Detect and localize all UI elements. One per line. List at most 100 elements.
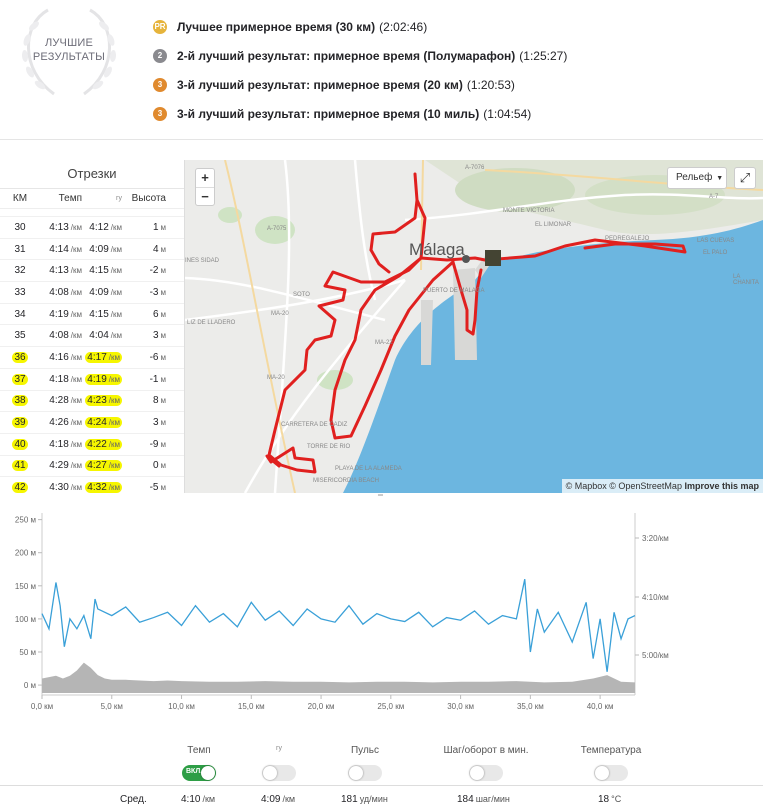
- pace-tick-label: 3:20/км: [642, 534, 669, 543]
- split-km: 38: [12, 395, 28, 407]
- splits-title: Отрезки: [0, 160, 184, 189]
- split-row[interactable]: 39 4:26/км 4:24/км 3 м: [0, 412, 184, 434]
- pace-line: [41, 579, 636, 672]
- y-tick-label: 100 м: [15, 615, 36, 624]
- avg-cadence-unit: шаг/мин: [475, 794, 510, 804]
- col-header-elevation: Высота: [131, 193, 166, 204]
- toggle-switch[interactable]: [594, 765, 628, 781]
- split-row[interactable]: 40 4:18/км 4:22/км -9 м: [0, 434, 184, 456]
- map-zoom-control: + −: [195, 168, 215, 206]
- elevation-pace-chart[interactable]: 250 м 200 м 150 м 100 м 50 м 0 м 3:20/км 4:10/к…: [0, 505, 763, 720]
- avg-pace-value: 4:10: [181, 794, 201, 805]
- map-layer-dropdown[interactable]: Рельеф ▼: [667, 167, 727, 189]
- split-gap: 4:32/км: [85, 482, 122, 493]
- toggle-cadence[interactable]: Шаг/оборот в мин.: [436, 745, 536, 781]
- splits-table-body[interactable]: 30 4:13/км 4:12/км 1 м 31 4:14/км 4:09/км 4 м 32 4:…: [0, 209, 184, 493]
- split-row[interactable]: 35 4:08/км 4:04/км 3 м: [0, 325, 184, 348]
- avg-hr-unit: уд/мин: [359, 794, 388, 804]
- split-row[interactable]: 42 4:30/км 4:32/км -5 м: [0, 477, 184, 493]
- map-layer-label: Рельеф: [676, 172, 713, 183]
- split-km: 39: [12, 417, 28, 429]
- y-tick-label: 150 м: [15, 582, 36, 591]
- best-efforts-list: PR Лучшее примерное время (30 км) (2:02:…: [153, 12, 567, 128]
- best-effort-item: 3 3-й лучший результат: примерное время …: [153, 70, 567, 99]
- toggle-temperature[interactable]: Температура: [576, 745, 646, 781]
- resize-handle-icon[interactable]: ═: [378, 492, 383, 499]
- split-pace: 4:18/км: [49, 373, 82, 385]
- split-pace: 4:13/км: [49, 265, 82, 277]
- split-km: 35: [14, 330, 26, 342]
- split-pace: 4:18/км: [49, 438, 82, 450]
- map-label: EL PALO: [703, 250, 728, 256]
- avg-cadence: 184 шаг/мин: [457, 794, 510, 805]
- split-km: 40: [12, 438, 28, 450]
- toggle-heart-rate[interactable]: Пульс: [340, 745, 390, 781]
- split-row[interactable]: 41 4:29/км 4:27/км 0 м: [0, 456, 184, 478]
- split-row[interactable]: 31 4:14/км 4:09/км 4 м: [0, 239, 184, 261]
- split-gap: 4:27/км: [85, 460, 122, 472]
- split-pace: 4:26/км: [49, 417, 82, 429]
- zoom-out-button[interactable]: −: [196, 187, 214, 205]
- toggle-label: Пульс: [350, 745, 379, 756]
- map-label: TORRE DE RIO: [307, 444, 351, 450]
- x-tick-label: 30,0 км: [447, 702, 474, 711]
- route-map[interactable]: Málaga A-7076 A-7075 MA-20 MA-22 MA-20 A…: [185, 160, 763, 493]
- badge-line-1: ЛУЧШИЕ: [44, 37, 94, 49]
- split-pace: 4:29/км: [49, 460, 82, 472]
- toggle-switch[interactable]: [262, 765, 296, 781]
- avg-gap: 4:09/км: [261, 794, 295, 805]
- attribution-text: © Mapbox © OpenStreetMap: [565, 481, 682, 491]
- split-row[interactable]: 38 4:28/км 4:23/км 8 м: [0, 391, 184, 413]
- route-line: [265, 172, 687, 474]
- toggle-knob: [263, 766, 277, 780]
- avg-temp-value: 18: [598, 794, 610, 805]
- gold-medal-icon: PR: [153, 19, 167, 34]
- bronze-medal-icon: 3: [153, 77, 167, 92]
- col-header-pace: Темп: [58, 193, 82, 204]
- toggle-pace[interactable]: Темп ВКЛ.: [178, 745, 220, 781]
- split-km: 42: [12, 482, 28, 493]
- x-tick-label: 35,0 км: [517, 702, 544, 711]
- best-effort-name: 2-й лучший результат: примерное время (П…: [177, 48, 516, 63]
- split-row[interactable]: 30 4:13/км 4:12/км 1 м: [0, 217, 184, 239]
- toggle-gap[interactable]: гу: [258, 745, 300, 781]
- x-tick-label: 25,0 км: [377, 702, 404, 711]
- best-effort-time: (1:04:54): [483, 106, 532, 121]
- fullscreen-icon[interactable]: ⤢: [734, 167, 756, 189]
- toggle-label: Температура: [580, 745, 642, 756]
- split-km: 34: [14, 308, 26, 320]
- map-label: A-7: [709, 194, 719, 200]
- split-row[interactable]: 34 4:19/км 4:15/км 6 м: [0, 304, 184, 326]
- split-row[interactable]: 36 4:16/км 4:17/км -6 м: [0, 347, 184, 369]
- map-label: CARRETERA DE CADIZ: [281, 422, 348, 428]
- toggle-knob: [470, 766, 484, 780]
- toggle-switch[interactable]: [348, 765, 382, 781]
- best-effort-time: (2:02:46): [379, 19, 428, 34]
- map-label: MA-20: [267, 375, 285, 381]
- zoom-in-button[interactable]: +: [201, 170, 209, 185]
- map-label: MA-22: [375, 340, 393, 346]
- toggle-switch[interactable]: [469, 765, 503, 781]
- pace-tick-label: 5:00/км: [642, 651, 669, 660]
- split-elevation: -1 м: [149, 373, 166, 385]
- improve-map-link[interactable]: Improve this map: [684, 481, 759, 491]
- x-tick-label: 15,0 км: [238, 702, 265, 711]
- toggle-switch[interactable]: ВКЛ.: [182, 765, 216, 781]
- split-row[interactable]: 37 4:18/км 4:19/км -1 м: [0, 369, 184, 391]
- splits-panel: Отрезки КМ Темп гу Высота 30 4:13/км 4:12/…: [0, 160, 185, 493]
- toggle-label: Шаг/оборот в мин.: [443, 745, 529, 756]
- split-elevation: -5 м: [149, 482, 166, 493]
- col-header-gap: гу: [115, 195, 122, 202]
- split-row[interactable]: 33 4:08/км 4:09/км -3 м: [0, 282, 184, 304]
- map-label: LA CHANITA: [733, 274, 759, 286]
- split-row[interactable]: 32 4:13/км 4:15/км -2 м: [0, 260, 184, 283]
- split-gap: 4:15/км: [89, 308, 122, 320]
- best-effort-item: 2 2-й лучший результат: примерное время …: [153, 41, 567, 70]
- map-label: PEDREGALEJO: [605, 236, 650, 242]
